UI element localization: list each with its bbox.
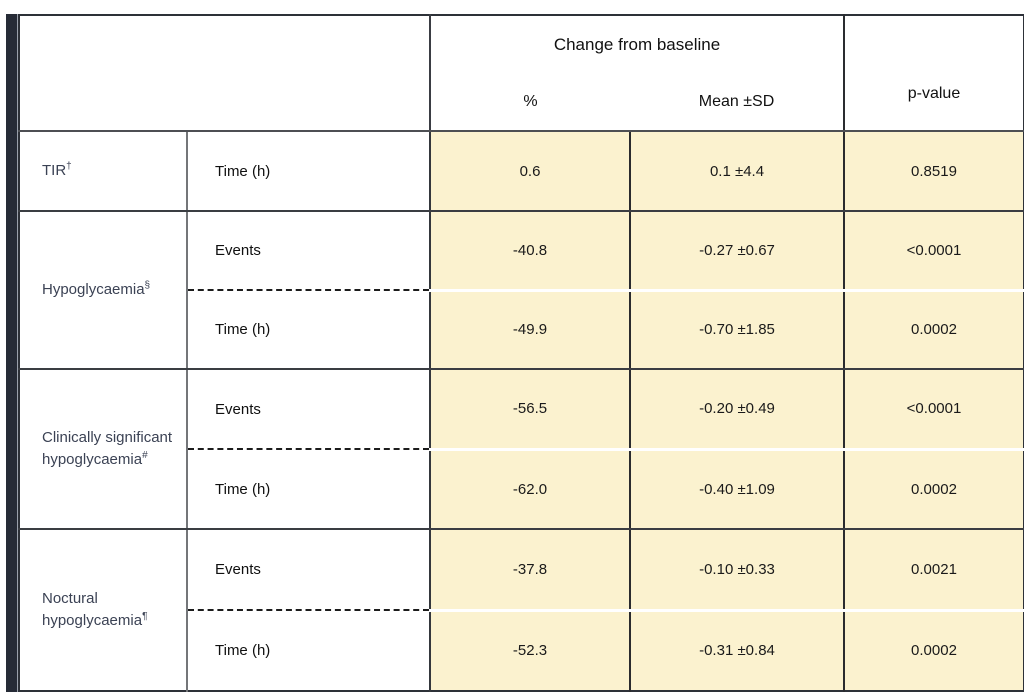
category-footnote-mark: # xyxy=(142,450,148,461)
left-accent-bar xyxy=(6,14,18,692)
header-change-inner: Change from baseline % Mean ±SD xyxy=(431,16,842,129)
header-subcolumns: % Mean ±SD xyxy=(431,93,842,111)
measure-label: Events xyxy=(187,211,431,291)
value-cell-mean-sd: -0.10 ±0.33 xyxy=(630,529,845,612)
header-p-value-cell: p-value xyxy=(844,15,1024,132)
header-row: Change from baseline % Mean ±SD p-value xyxy=(19,15,1024,132)
row-category-label: TIR† xyxy=(19,131,188,212)
results-figure: Change from baseline % Mean ±SD p-value … xyxy=(6,14,1024,692)
value-cell-pct: -40.8 xyxy=(430,211,631,292)
table-row: Clinically significant hypoglycaemia# Ev… xyxy=(19,369,1024,530)
header-group-title: Change from baseline xyxy=(553,35,721,54)
results-table: Change from baseline % Mean ±SD p-value … xyxy=(18,14,1024,692)
header-change-from-baseline-cell: Change from baseline % Mean ±SD xyxy=(430,15,845,132)
value-cell-pct: -62.0 xyxy=(430,449,631,530)
value-cell-mean-sd: -0.70 ±1.85 xyxy=(630,290,845,370)
value-cell-pct: -52.3 xyxy=(430,610,631,691)
row-category-label: Hypoglycaemia§ xyxy=(19,211,188,370)
header-col-p-value: p-value xyxy=(907,85,961,102)
table-row: Time (h) -49.9 -0.70 ±1.85 0.0002 xyxy=(19,290,1024,370)
table-row: Noctural hypoglycaemia¶ Events -37.8 -0.… xyxy=(19,529,1024,691)
row-category-label: Noctural hypoglycaemia¶ xyxy=(19,529,188,691)
header-col-mean-sd: Mean ±SD xyxy=(698,93,775,110)
category-text: Hypoglycaemia xyxy=(42,281,145,299)
value-cell-pct: -56.5 xyxy=(430,369,631,451)
measure-label: Time (h) xyxy=(187,449,431,530)
measure-label: Events xyxy=(187,529,431,611)
value-cell-mean-sd: -0.27 ±0.67 xyxy=(630,211,845,292)
header-empty-cell xyxy=(19,15,431,132)
header-col-percent: % xyxy=(523,93,538,110)
value-cell-mean-sd: -0.20 ±0.49 xyxy=(630,369,845,451)
value-cell-pct: -37.8 xyxy=(430,529,631,612)
table-row: Time (h) -62.0 -0.40 ±1.09 0.0002 xyxy=(19,449,1024,530)
value-cell-p-value: 0.0002 xyxy=(844,290,1024,370)
category-footnote-mark: ¶ xyxy=(142,611,148,622)
measure-label: Time (h) xyxy=(187,131,431,212)
category-text: Clinically significant hypoglycaemia xyxy=(42,429,173,468)
table-row: TIR† Time (h) 0.6 0.1 ±4.4 0.8519 xyxy=(19,131,1024,212)
measure-label: Time (h) xyxy=(187,610,431,691)
value-cell-p-value: <0.0001 xyxy=(844,211,1024,292)
value-cell-p-value: 0.0002 xyxy=(844,449,1024,530)
value-cell-mean-sd: 0.1 ±4.4 xyxy=(630,131,845,212)
value-cell-pct: 0.6 xyxy=(430,131,631,212)
category-footnote-mark: § xyxy=(144,280,151,292)
table-row: Time (h) -52.3 -0.31 ±0.84 0.0002 xyxy=(19,610,1024,691)
category-footnote-mark: † xyxy=(66,161,72,173)
measure-label: Events xyxy=(187,369,431,450)
value-cell-p-value: <0.0001 xyxy=(844,369,1024,451)
category-text: TIR xyxy=(42,162,67,180)
measure-label: Time (h) xyxy=(187,290,431,370)
value-cell-p-value: 0.8519 xyxy=(844,131,1024,212)
value-cell-mean-sd: -0.31 ±0.84 xyxy=(630,610,845,691)
value-cell-pct: -49.9 xyxy=(430,290,631,370)
value-cell-p-value: 0.0002 xyxy=(844,610,1024,691)
value-cell-p-value: 0.0021 xyxy=(844,529,1024,612)
value-cell-mean-sd: -0.40 ±1.09 xyxy=(630,449,845,530)
table-row: Hypoglycaemia§ Events -40.8 -0.27 ±0.67 … xyxy=(19,211,1024,370)
category-text: Noctural hypoglycaemia xyxy=(42,590,143,629)
row-category-label: Clinically significant hypoglycaemia# xyxy=(19,369,188,530)
